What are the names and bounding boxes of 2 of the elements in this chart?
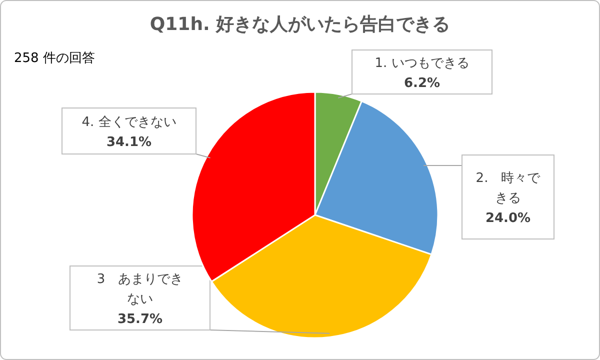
title: Q11h. 好きな人がいたら告白できる (150, 14, 450, 35)
annotation: 258 件の回答 (14, 51, 95, 66)
